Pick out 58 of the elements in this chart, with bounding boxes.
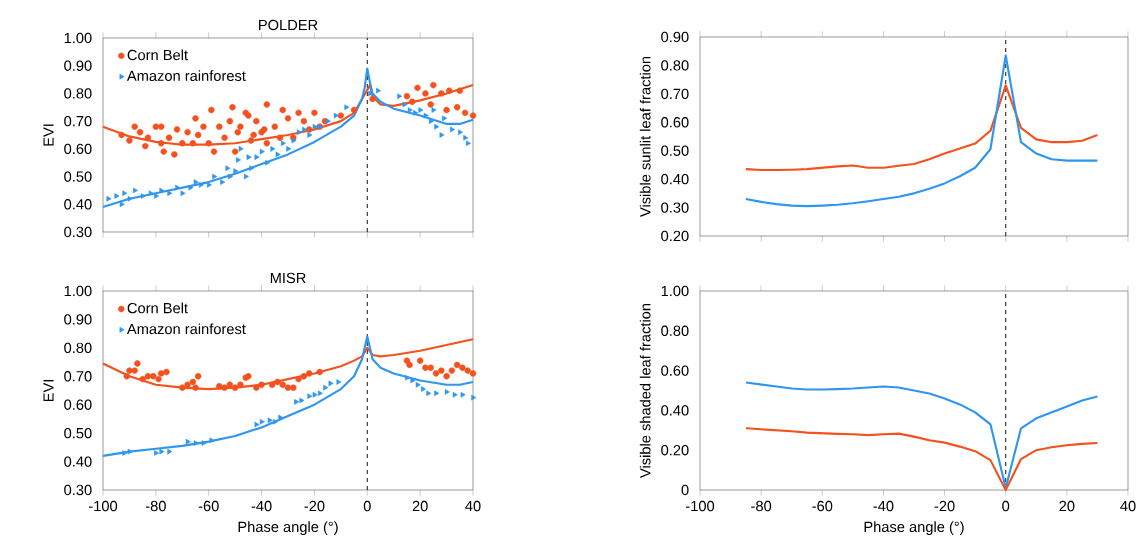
y-axis-title: Visible shaded leaf fraction	[639, 303, 651, 478]
x-tick-label: 0	[363, 500, 371, 512]
y-tick-label: 0.40	[661, 173, 689, 185]
legend-label: Corn Belt	[127, 49, 188, 61]
y-tick-label: 0.70	[661, 88, 689, 100]
chart-title: MISR	[270, 272, 306, 284]
x-tick-label: 40	[465, 500, 481, 512]
x-tick-label: -100	[88, 500, 118, 512]
y-axis-title: Visible sunlit leaf fraction	[639, 56, 651, 217]
x-axis-title: Phase angle (°)	[238, 521, 338, 535]
y-tick-label: 0	[681, 484, 689, 496]
y-axis-title: EVI	[43, 124, 54, 146]
y-tick-label: 1.00	[64, 32, 92, 44]
y-tick-label: 0.80	[64, 88, 92, 99]
legend-label: Amazon rainforest	[126, 323, 246, 335]
x-axis-title: Phase angle (°)	[864, 521, 964, 535]
y-tick-label: 0.20	[661, 445, 689, 456]
y-tick-label: 0.80	[64, 342, 92, 354]
y-tick-label: 0.30	[64, 484, 92, 496]
x-tick-label: -100	[685, 500, 715, 512]
y-tick-label: 0.80	[661, 60, 689, 71]
y-tick-label: 0.50	[64, 171, 92, 182]
y-axis-title: EVI	[43, 380, 54, 402]
y-tick-label: 0.20	[661, 230, 689, 242]
x-tick-label: -20	[304, 500, 325, 512]
x-tick-label: 40	[1120, 500, 1136, 512]
y-tick-label: 0.60	[64, 399, 92, 410]
x-tick-label: -60	[812, 500, 833, 512]
legend-label: Amazon rainforest	[126, 70, 246, 82]
y-tick-label: 0.60	[661, 365, 689, 376]
y-tick-label: 0.90	[64, 60, 92, 71]
legend-label: Corn Belt	[127, 302, 188, 314]
y-tick-label: 0.40	[661, 405, 689, 416]
y-tick-label: 0.80	[661, 325, 689, 336]
y-tick-label: 0.50	[64, 427, 92, 439]
y-tick-label: 0.30	[64, 226, 92, 238]
x-tick-label: 0	[1002, 500, 1010, 512]
y-tick-label: 0.90	[64, 314, 92, 325]
y-tick-label: 0.30	[661, 202, 689, 213]
x-tick-label: -40	[251, 500, 272, 512]
x-tick-label: -80	[751, 500, 772, 512]
x-tick-label: 20	[412, 500, 428, 512]
x-tick-label: -80	[145, 500, 166, 512]
y-tick-label: 0.40	[64, 199, 92, 210]
y-tick-label: 0.40	[64, 456, 92, 467]
x-tick-label: -40	[873, 500, 894, 512]
x-tick-label: -20	[934, 500, 955, 512]
y-tick-label: 0.90	[661, 31, 689, 43]
y-tick-label: 0.70	[64, 371, 92, 382]
y-tick-label: 1.00	[64, 285, 92, 297]
x-tick-label: -60	[198, 500, 219, 512]
y-tick-label: 0.70	[64, 115, 92, 127]
x-tick-label: 20	[1059, 500, 1075, 512]
y-tick-label: 0.60	[64, 143, 92, 155]
chart-title: POLDER	[259, 19, 318, 31]
y-tick-label: 1.00	[661, 285, 689, 297]
y-tick-label: 0.60	[661, 117, 689, 128]
y-tick-label: 0.50	[661, 145, 689, 156]
